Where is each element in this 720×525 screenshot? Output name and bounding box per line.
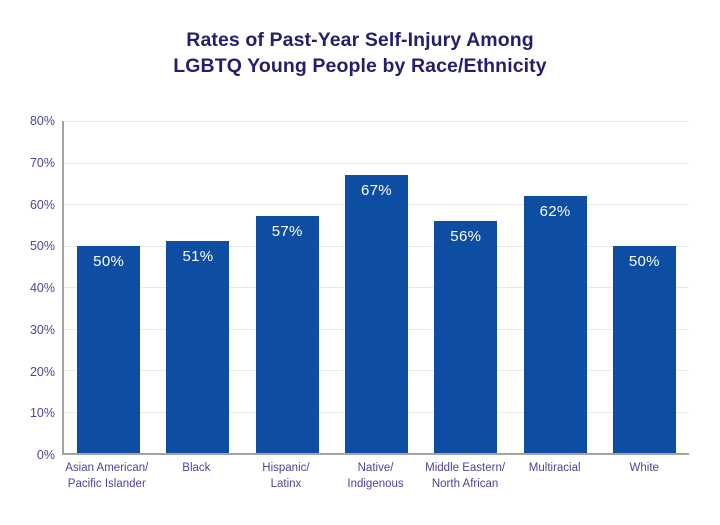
- y-tick-label: 10%: [29, 406, 55, 421]
- bar-band: 62%: [510, 121, 599, 453]
- x-tick-label-line: Hispanic/: [262, 462, 310, 474]
- x-tick-label-line: Asian American/: [65, 462, 149, 474]
- bar: 50%: [612, 245, 676, 453]
- chart-title-line-2: LGBTQ Young People by Race/Ethnicity: [173, 55, 547, 77]
- x-tick-label: Native/Indigenous: [331, 461, 421, 492]
- x-tick-label: Multiracial: [510, 461, 600, 492]
- bar: 50%: [77, 245, 141, 453]
- x-tick-label-line: North African: [431, 477, 499, 490]
- plot-area: 50% 51% 57% 67% 56% 62% 50%: [62, 121, 689, 455]
- x-tick-label-line: Multiracial: [528, 462, 581, 474]
- y-tick-label: 70%: [29, 155, 55, 170]
- gridline: [64, 121, 689, 122]
- bar-value-label: 57%: [271, 223, 303, 241]
- y-tick-label: 20%: [29, 364, 55, 379]
- bar-value-label: 62%: [539, 202, 571, 220]
- chart-title: Rates of Past-Year Self-Injury Among LGB…: [0, 27, 720, 79]
- bar-band: 50%: [600, 121, 689, 453]
- bar-band: 57%: [243, 121, 332, 453]
- bar: 62%: [523, 195, 587, 453]
- x-tick-label: Asian American/Pacific Islander: [62, 461, 152, 492]
- y-tick-label: 40%: [29, 281, 55, 295]
- bar-value-label: 56%: [450, 227, 482, 245]
- bar: 67%: [344, 174, 408, 453]
- x-tick-label-line: Pacific Islander: [67, 477, 146, 490]
- bar-value-label: 51%: [182, 248, 214, 266]
- bar: 57%: [255, 216, 319, 453]
- x-tick-label-line: Native/: [357, 462, 394, 474]
- x-axis: Asian American/Pacific Islander Black Hisp…: [62, 461, 689, 492]
- bar-band: 50%: [64, 121, 153, 453]
- bar-value-label: 50%: [93, 252, 125, 270]
- gridline: [64, 162, 689, 164]
- y-tick-label: 50%: [29, 239, 55, 254]
- bar-value-label: 67%: [361, 181, 392, 199]
- x-tick-label: White: [599, 461, 689, 492]
- x-tick-label-line: Black: [182, 462, 211, 474]
- x-tick-label: Middle Eastern/North African: [420, 461, 510, 492]
- bar-band: 56%: [421, 121, 510, 453]
- chart-title-line-1: Rates of Past-Year Self-Injury Among: [186, 29, 534, 51]
- bar: 56%: [434, 220, 498, 453]
- bar-band: 67%: [332, 121, 421, 453]
- bar: 51%: [166, 241, 230, 453]
- y-tick-label: 30%: [29, 322, 55, 337]
- x-tick-label-line: Indigenous: [347, 477, 404, 490]
- y-tick-label: 80%: [29, 114, 55, 128]
- x-tick-label-line: Latinx: [270, 477, 302, 490]
- x-tick-label: Black: [152, 461, 242, 492]
- y-tick-label: 60%: [29, 197, 55, 212]
- bar-band: 51%: [153, 121, 242, 453]
- x-tick-label: Hispanic/Latinx: [241, 461, 331, 492]
- y-axis: 0% 10% 20% 30% 40% 50% 60% 70% 80%: [0, 114, 55, 462]
- bar-value-label: 50%: [628, 252, 660, 270]
- x-tick-label-line: Middle Eastern/: [425, 462, 506, 474]
- x-tick-label-line: White: [629, 462, 659, 474]
- y-tick-label: 0%: [36, 448, 55, 462]
- bar-series: 50% 51% 57% 67% 56% 62% 50%: [64, 121, 689, 453]
